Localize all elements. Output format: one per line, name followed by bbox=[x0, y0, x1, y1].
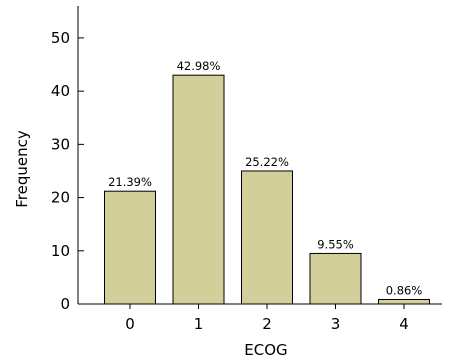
x-tick-label-4: 4 bbox=[399, 315, 409, 333]
bar-0 bbox=[104, 190, 156, 305]
data-label-4: 0.86% bbox=[386, 283, 423, 297]
x-tick-label-0: 0 bbox=[125, 315, 135, 333]
axes-layer: 0 10 20 30 40 50 0 1 2 3 4 bbox=[51, 6, 442, 333]
x-tick-label-3: 3 bbox=[331, 315, 341, 333]
x-tick-label-1: 1 bbox=[194, 315, 204, 333]
x-axis-title: ECOG bbox=[244, 341, 287, 359]
data-label-3: 9.55% bbox=[317, 237, 354, 251]
bar-3 bbox=[309, 252, 362, 305]
bars-layer bbox=[104, 74, 430, 305]
y-tick-label-30: 30 bbox=[51, 135, 70, 153]
y-tick-label-50: 50 bbox=[51, 29, 70, 47]
y-tick-label-40: 40 bbox=[51, 82, 70, 100]
bar-4 bbox=[378, 298, 430, 305]
y-axis-title: Frequency bbox=[13, 130, 31, 208]
x-tick-label-2: 2 bbox=[262, 315, 272, 333]
data-labels-layer: 21.39% 42.98% 25.22% 9.55% 0.86% bbox=[108, 59, 422, 297]
data-label-0: 21.39% bbox=[108, 175, 152, 189]
y-tick-label-10: 10 bbox=[51, 242, 70, 260]
bar-2 bbox=[241, 170, 293, 305]
data-label-2: 25.22% bbox=[245, 155, 289, 169]
data-label-1: 42.98% bbox=[177, 59, 221, 73]
y-tick-label-20: 20 bbox=[51, 189, 70, 207]
y-tick-label-0: 0 bbox=[60, 295, 70, 313]
bar-1 bbox=[172, 74, 225, 305]
